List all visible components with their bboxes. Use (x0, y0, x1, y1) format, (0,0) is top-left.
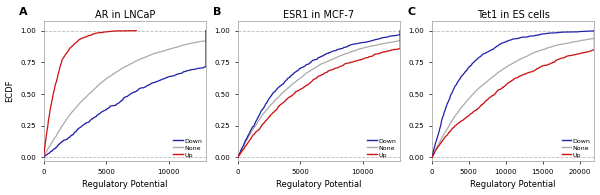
Legend: Down, None, Up: Down, None, Up (367, 138, 397, 158)
Legend: Down, None, Up: Down, None, Up (173, 138, 203, 158)
Title: ESR1 in MCF-7: ESR1 in MCF-7 (283, 10, 355, 20)
Text: B: B (214, 6, 222, 17)
Title: Tet1 in ES cells: Tet1 in ES cells (477, 10, 550, 20)
X-axis label: Regulatory Potential: Regulatory Potential (276, 180, 362, 190)
Text: A: A (19, 6, 28, 17)
Y-axis label: ECDF: ECDF (5, 80, 14, 102)
Title: AR in LNCaP: AR in LNCaP (95, 10, 155, 20)
X-axis label: Regulatory Potential: Regulatory Potential (470, 180, 556, 190)
X-axis label: Regulatory Potential: Regulatory Potential (82, 180, 167, 190)
Legend: Down, None, Up: Down, None, Up (561, 138, 592, 158)
Text: C: C (407, 6, 416, 17)
